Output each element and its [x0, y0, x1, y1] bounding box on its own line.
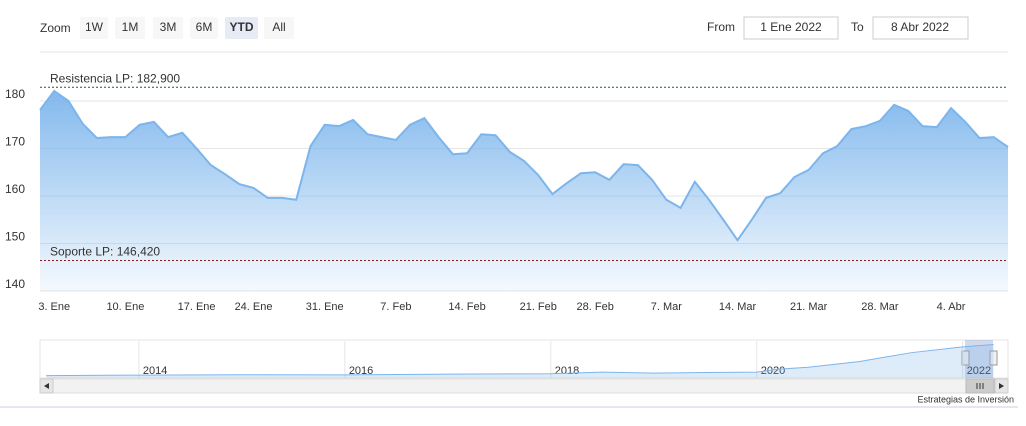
x-tick-label: 28. Feb	[577, 301, 614, 313]
zoom-button-label[interactable]: 3M	[160, 20, 177, 34]
zoom-button-label[interactable]: All	[272, 20, 285, 34]
x-tick-label: 10. Ene	[106, 301, 144, 313]
navigator-tick-label: 2016	[349, 365, 373, 377]
plot-line-label: Resistencia LP: 182,900	[50, 71, 180, 85]
x-tick-label: 7. Feb	[380, 301, 411, 313]
zoom-button-label[interactable]: YTD	[230, 20, 254, 34]
x-tick-label: 14. Feb	[448, 301, 485, 313]
credits: Estrategias de Inversión	[917, 394, 1014, 404]
y-tick-label: 170	[5, 135, 25, 149]
x-tick-label: 4. Abr	[937, 301, 966, 313]
zoom-button-label[interactable]: 1W	[85, 20, 104, 34]
zoom-button[interactable]	[115, 17, 145, 39]
navigator-tick-label: 2020	[761, 365, 785, 377]
from-label: From	[707, 20, 735, 34]
x-tick-label: 28. Mar	[861, 301, 899, 313]
zoom-button[interactable]	[225, 17, 258, 39]
navigator-tick-label: 2014	[143, 365, 167, 377]
x-tick-label: 7. Mar	[651, 301, 683, 313]
y-tick-label: 160	[5, 182, 25, 196]
navigator-line	[46, 344, 994, 377]
navigator-handle[interactable]	[961, 350, 970, 366]
zoom-button[interactable]	[264, 17, 294, 39]
y-tick-label: 180	[5, 87, 25, 101]
to-input[interactable]	[872, 16, 969, 40]
arrow-icon	[44, 383, 49, 389]
navigator-area	[46, 344, 994, 378]
to-label: To	[851, 20, 864, 34]
navigator-tick-label: 2022	[967, 365, 991, 377]
zoom-button[interactable]	[80, 17, 108, 39]
plot-line-label: Soporte LP: 146,420	[50, 245, 160, 259]
price-line	[39, 89, 1009, 242]
x-tick-label: 21. Mar	[790, 301, 828, 313]
x-tick-label: 17. Ene	[178, 301, 216, 313]
grip-icon	[976, 383, 984, 389]
scrollbar-track[interactable]	[39, 378, 1009, 394]
arrow-icon	[999, 383, 1004, 389]
y-tick-label: 150	[5, 230, 25, 244]
to-value[interactable]: 8 Abr 2022	[891, 20, 949, 34]
zoom-button-label[interactable]: 1M	[122, 20, 139, 34]
from-input[interactable]	[743, 16, 839, 40]
navigator-handle[interactable]	[989, 350, 998, 366]
x-tick-label: 21. Feb	[520, 301, 557, 313]
x-tick-label: 31. Ene	[306, 301, 344, 313]
x-tick-label: 24. Ene	[235, 301, 273, 313]
x-tick-label: 14. Mar	[719, 301, 757, 313]
navigator	[39, 339, 1009, 379]
zoom-button[interactable]	[153, 17, 183, 39]
area-fill	[40, 91, 1008, 292]
zoom-label: Zoom	[40, 21, 71, 35]
zoom-button-label[interactable]: 6M	[196, 20, 213, 34]
x-tick-label: 3. Ene	[38, 301, 70, 313]
y-tick-label: 140	[5, 277, 25, 291]
zoom-button[interactable]	[190, 17, 218, 39]
from-value[interactable]: 1 Ene 2022	[760, 20, 822, 34]
